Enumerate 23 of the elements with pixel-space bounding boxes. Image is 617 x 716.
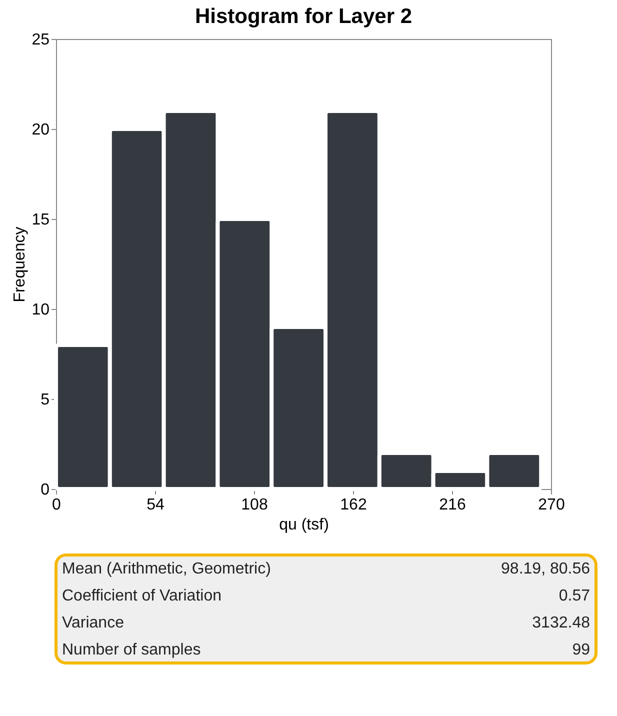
y-tick-label: 25 — [32, 32, 50, 48]
text: Mean (Arithmetic, Geometric) — [62, 560, 271, 578]
text: Coefficient of Variation — [62, 588, 222, 604]
text: Number of samples — [62, 642, 201, 658]
x-tick-label: 270 — [538, 496, 565, 514]
text: 99 — [572, 642, 590, 658]
y-axis-title: Frequency — [12, 226, 29, 302]
y-tick-label: 20 — [32, 122, 50, 138]
y-tick-label: 0 — [40, 482, 50, 498]
chart-title: Histogram for Layer 2 — [194, 5, 412, 28]
x-tick-label: 216 — [439, 496, 466, 514]
x-axis-title: qu (tsf) — [279, 516, 329, 534]
x-tick-label: 108 — [241, 496, 268, 514]
x-tick-label: 162 — [340, 496, 367, 514]
text: 3132.48 — [532, 614, 590, 632]
y-tick-label: 15 — [32, 212, 50, 228]
y-tick-label: 10 — [32, 302, 50, 318]
text: 98.19, 80.56 — [501, 560, 590, 578]
x-tick-label: 0 — [52, 496, 62, 514]
y-tick-label: 5 — [40, 392, 50, 408]
text: 0.57 — [558, 588, 590, 604]
x-tick-label: 54 — [146, 496, 164, 514]
text: Variance — [62, 614, 124, 632]
